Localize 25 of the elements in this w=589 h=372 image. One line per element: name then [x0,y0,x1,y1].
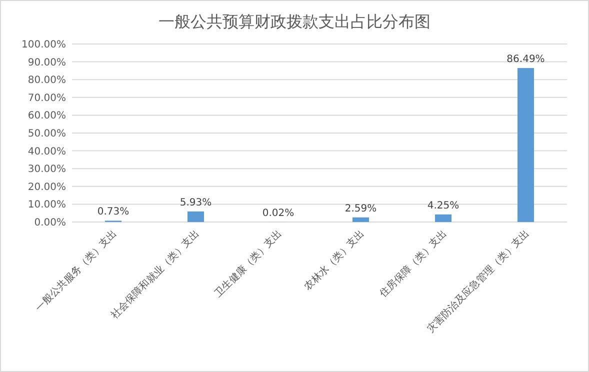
y-tick-label: 20.00% [28,182,66,193]
data-label: 5.93% [180,197,212,208]
y-tick-label: 30.00% [28,164,66,176]
y-tick-label: 90.00% [28,57,66,68]
data-label: 4.25% [427,200,460,212]
y-tick-label: 50.00% [28,128,66,140]
data-label: 2.59% [344,203,377,214]
y-tick-label: 0.00% [34,218,66,228]
x-tick-label: 农林水（类）支出 [302,228,367,293]
y-tick-label: 100.00% [22,40,66,50]
x-tick-label: 卫生健康（类）支出 [212,228,284,300]
y-tick-label: 70.00% [28,92,66,104]
data-label: 0.02% [262,208,294,219]
bar [518,68,534,222]
chart-title: 一般公共预算财政拨款支出占比分布图 [158,12,430,31]
y-tick-label: 40.00% [28,146,66,158]
y-tick-label: 80.00% [28,75,66,86]
data-label: 0.73% [97,206,130,218]
bar [435,214,452,222]
bar [188,211,204,222]
bar [352,217,369,222]
x-tick-label: 住房保障（类）支出 [377,228,450,300]
y-tick-label: 10.00% [28,200,66,211]
data-label: 86.49% [506,54,545,66]
y-tick-label: 60.00% [28,110,66,122]
